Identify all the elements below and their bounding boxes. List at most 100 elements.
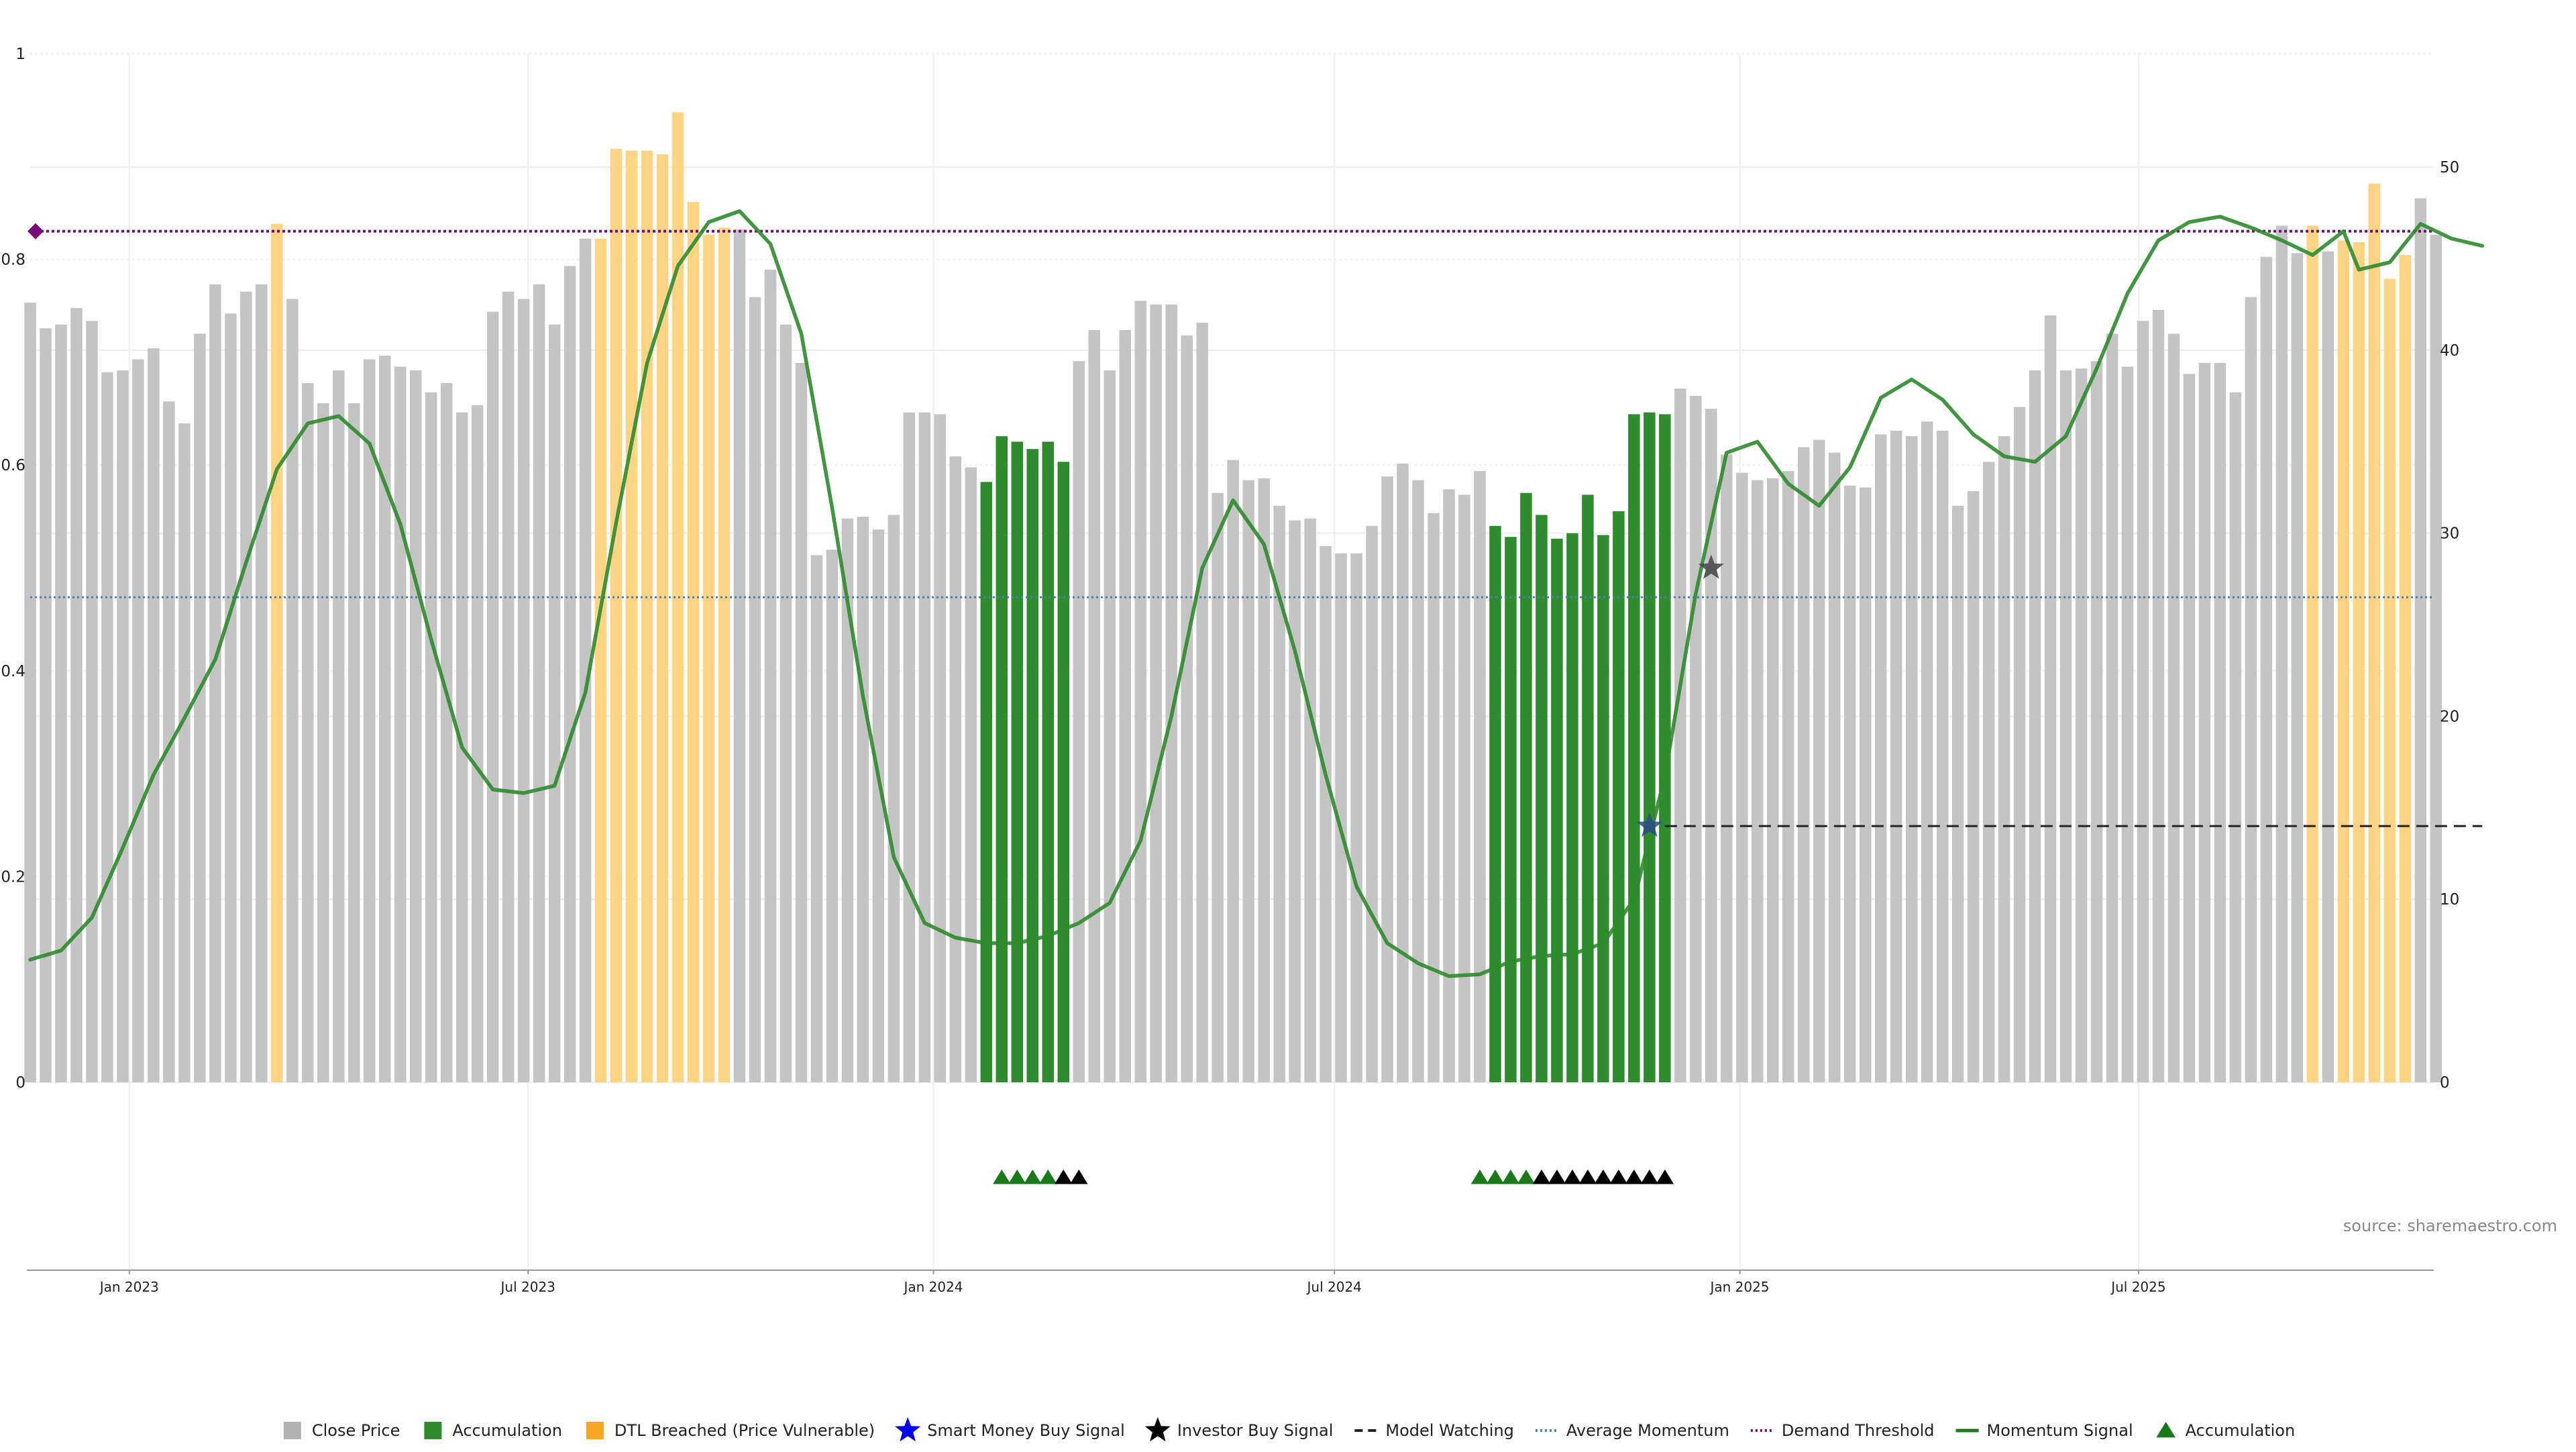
close-price-bar [2137, 321, 2149, 1082]
left-tick-label: 0.8 [1, 252, 25, 269]
close-price-bar [826, 550, 839, 1082]
legend-item: Average Momentum [1535, 1421, 1729, 1440]
accumulation-bar [1489, 525, 1501, 1082]
close-price-bar [1443, 489, 1455, 1082]
dtl-breached-bar [2306, 225, 2319, 1083]
close-price-bar [1088, 329, 1100, 1082]
close-price-bar [918, 412, 931, 1082]
close-price-bar [24, 302, 36, 1082]
accumulation-triangle [1532, 1170, 1551, 1184]
close-price-bar [286, 299, 299, 1083]
legend-label: Demand Threshold [1782, 1421, 1935, 1440]
right-tick-label: 10 [2440, 891, 2459, 909]
close-price-bar [1967, 490, 1980, 1082]
dtl-breached-bar [656, 154, 669, 1082]
date-tick-label: Jan 2024 [902, 1279, 963, 1295]
close-price-bar [1273, 505, 1285, 1082]
close-price-bar [517, 299, 530, 1083]
close-price-bar [117, 370, 129, 1083]
accumulation-bar [980, 482, 993, 1082]
close-price-bar [1350, 553, 1362, 1082]
close-price-bar [502, 291, 515, 1083]
close-price-bar [178, 423, 191, 1082]
close-price-bar [1335, 553, 1347, 1082]
close-price-bar [1951, 505, 1964, 1082]
close-price-bar [533, 284, 545, 1082]
close-price-bar [1212, 492, 1224, 1082]
accumulation-triangle [1470, 1170, 1489, 1184]
left-tick-label: 0.4 [1, 663, 25, 680]
accumulation-bar [1536, 515, 1548, 1082]
dtl-breached-bar [625, 150, 638, 1082]
close-price-bar [1674, 388, 1686, 1082]
close-price-bar [2059, 370, 2072, 1083]
close-price-bar [409, 370, 422, 1083]
close-price-bar [1397, 464, 1409, 1082]
close-price-bar [903, 412, 916, 1082]
legend-item: Close Price [283, 1421, 400, 1440]
accumulation-triangle [1563, 1170, 1582, 1184]
accumulation-bar [1582, 495, 1594, 1082]
accumulation-triangle [1578, 1170, 1597, 1184]
close-price-bar [1242, 480, 1254, 1082]
dtl-breached-bar [2383, 278, 2396, 1083]
close-price-bar [2430, 235, 2443, 1082]
close-price-bar [148, 348, 160, 1082]
legend-label: Investor Buy Signal [1177, 1421, 1334, 1440]
close-price-bar [872, 529, 885, 1082]
legend-item: Momentum Signal [1955, 1421, 2133, 1440]
close-price-bar [394, 366, 407, 1083]
close-price-bar [749, 297, 761, 1083]
close-price-bar [1890, 430, 1902, 1082]
dtl-breached-bar [2353, 242, 2365, 1082]
close-price-bar [1381, 476, 1393, 1082]
close-price-bar [209, 284, 221, 1082]
close-price-bar [1936, 430, 1949, 1082]
close-price-bar [1874, 434, 1887, 1082]
close-price-bar [810, 555, 823, 1082]
close-price-bar [1752, 480, 1764, 1082]
accumulation-triangle [1008, 1170, 1026, 1184]
accumulation-bar [1613, 511, 1625, 1082]
accumulation-bar [1644, 412, 1656, 1082]
dtl-breached-bar [2337, 240, 2350, 1082]
close-price-bar [1705, 409, 1717, 1082]
dtl-breached-bar [610, 148, 623, 1083]
legend-item: DTL Breached (Price Vulnerable) [586, 1421, 875, 1440]
accumulation-triangle [1625, 1170, 1644, 1184]
source-label: source: sharemaestro.com [2343, 1216, 2557, 1235]
close-price-bar [348, 403, 360, 1082]
close-price-bar [1165, 304, 1177, 1082]
legend-label: Momentum Signal [1987, 1421, 2133, 1440]
date-tick-label: Jul 2023 [500, 1279, 555, 1295]
right-tick-label: 50 [2440, 159, 2459, 176]
dtl-breached-bar [687, 201, 700, 1083]
close-price-bar [1982, 462, 1995, 1082]
close-price-bar [1813, 439, 1825, 1082]
right-tick-label: 30 [2440, 525, 2459, 543]
accumulation-bar [1628, 414, 1640, 1082]
close-price-bar [1736, 472, 1748, 1082]
close-price-bar [1428, 513, 1440, 1082]
close-price-bar [70, 308, 83, 1083]
right-tick-label: 0 [2440, 1074, 2450, 1092]
accumulation-triangle [1024, 1170, 1042, 1184]
accumulation-triangle [1594, 1170, 1613, 1184]
accumulation-bar [1057, 462, 1070, 1082]
accumulation-triangle [1656, 1170, 1674, 1184]
legend-label: Close Price [312, 1421, 400, 1440]
close-price-bar [841, 518, 854, 1082]
close-price-bar [40, 328, 52, 1082]
dtl-breached-bar [594, 238, 607, 1083]
close-price-bar [240, 291, 252, 1083]
legend-swatch [424, 1422, 442, 1439]
close-price-bar [1227, 460, 1239, 1082]
legend-triangle-icon [2156, 1422, 2176, 1438]
legend-label: DTL Breached (Price Vulnerable) [614, 1421, 875, 1440]
close-price-bar [2229, 392, 2242, 1082]
close-price-bar [132, 359, 144, 1082]
close-price-bar [1366, 525, 1378, 1082]
accumulation-triangle [1070, 1170, 1088, 1184]
close-price-bar [2029, 370, 2041, 1083]
